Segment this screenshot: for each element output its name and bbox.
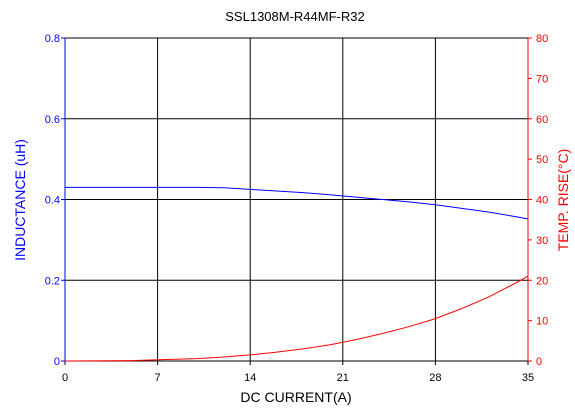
gridlines bbox=[65, 38, 528, 361]
right-y-tick-label: 10 bbox=[536, 316, 548, 328]
left-y-axis-title: INDUCTANCE (uH) bbox=[12, 139, 28, 261]
left-y-tick-label: 0.4 bbox=[45, 195, 60, 207]
right-y-tick-label: 80 bbox=[536, 33, 548, 45]
temp-rise-line bbox=[64, 275, 529, 362]
series-layer bbox=[64, 186, 529, 362]
x-axis-title: DC CURRENT(A) bbox=[240, 389, 351, 405]
left-y-tick-label: 0.8 bbox=[45, 33, 60, 45]
chart-title: SSL1308M-R44MF-R32 bbox=[225, 9, 364, 24]
inductance-line bbox=[65, 186, 529, 220]
x-tick-labels: 0 7 14 21 28 35 bbox=[62, 372, 534, 384]
right-y-tick-label: 60 bbox=[536, 114, 548, 126]
right-y-axis-title: TEMP. RISE(°C) bbox=[555, 149, 571, 252]
right-y-tick-labels: 0 10 20 30 40 50 60 70 80 bbox=[536, 33, 548, 368]
x-tick-label: 35 bbox=[522, 372, 534, 384]
x-tick-label: 0 bbox=[62, 372, 68, 384]
right-y-tick-label: 0 bbox=[536, 356, 542, 368]
left-y-tick-label: 0.2 bbox=[45, 275, 60, 287]
left-y-tick-label: 0.6 bbox=[45, 114, 60, 126]
tick-marks bbox=[61, 37, 532, 365]
left-y-tick-labels: 0 0.2 0.4 0.6 0.8 bbox=[45, 33, 60, 368]
right-y-tick-label: 20 bbox=[536, 275, 548, 287]
x-tick-label: 28 bbox=[429, 372, 441, 384]
left-y-tick-label: 0 bbox=[54, 356, 60, 368]
right-y-tick-label: 50 bbox=[536, 154, 548, 166]
right-y-tick-label: 40 bbox=[536, 195, 548, 207]
x-tick-label: 7 bbox=[155, 372, 161, 384]
right-y-tick-label: 70 bbox=[536, 73, 548, 85]
x-tick-label: 14 bbox=[244, 372, 256, 384]
x-tick-label: 21 bbox=[337, 372, 349, 384]
right-y-tick-label: 30 bbox=[536, 235, 548, 247]
